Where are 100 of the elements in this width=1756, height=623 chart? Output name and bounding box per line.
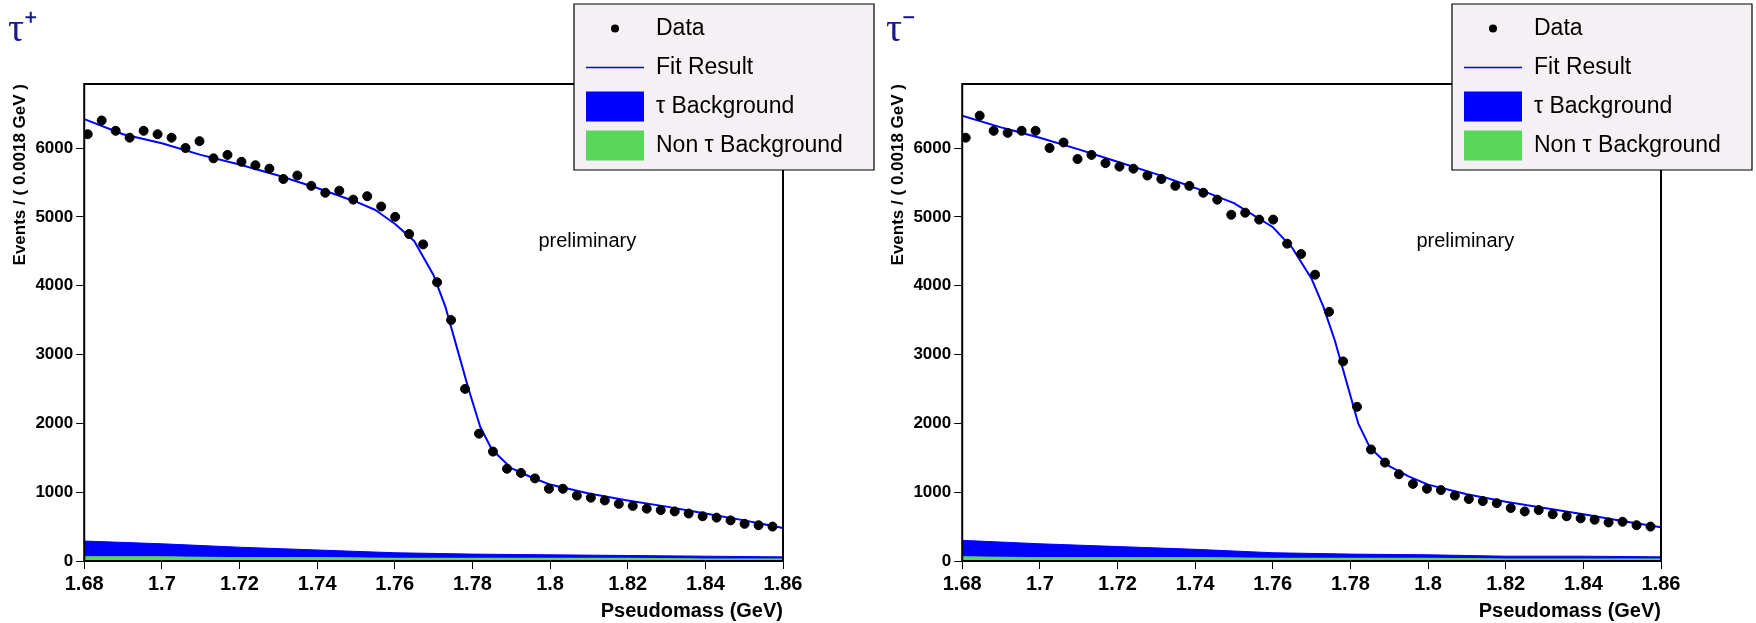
point [1338,356,1349,367]
point [1435,485,1446,496]
point [84,129,93,140]
point [278,173,289,184]
y-axis-title: Events / ( 0.0018 GeV ) [9,84,29,266]
point [1505,503,1516,513]
legend-label: τ Background [656,91,795,118]
point [571,490,582,501]
point [292,170,303,181]
point [404,229,415,240]
point [1226,209,1237,220]
point [1561,511,1572,522]
point [1282,238,1293,249]
x-tick-label: 1.76 [375,571,415,594]
y-tick-label: 4000 [35,275,74,295]
point [1268,214,1279,225]
y-tick-label: 0 [941,550,952,570]
point [739,518,750,529]
point [1519,506,1530,517]
point [1547,509,1558,520]
x-tick-label: 1.8 [1414,571,1442,594]
point [1603,517,1614,528]
point [432,277,443,288]
point [194,136,205,147]
point [1240,207,1251,218]
point [446,315,457,326]
point [1142,170,1153,181]
point [1072,154,1083,165]
point [306,180,317,191]
point [725,515,736,526]
y-tick-label: 1000 [35,481,74,501]
point [1002,127,1013,138]
point [1296,249,1307,260]
y-tick-label: 2000 [35,413,74,433]
point [711,512,722,523]
y-tick-label: 3000 [35,344,74,364]
legend-label: Fit Result [656,52,754,79]
point [1645,521,1656,532]
x-tick-label: 1.68 [64,571,104,594]
y-tick-label: 4000 [913,275,952,295]
point [1477,496,1488,507]
point [1421,483,1432,494]
point [1324,306,1335,317]
point [557,483,568,494]
point [1575,513,1586,524]
y-tick-label: 0 [63,550,74,570]
point [250,160,261,171]
point [180,143,191,154]
point [627,500,638,511]
point [543,483,554,494]
point [1352,401,1363,412]
point [208,153,219,164]
point [124,132,135,143]
legend-label: Non τ Background [656,130,843,157]
chart-title: τ⁻ [886,4,917,50]
point [1631,520,1642,531]
x-tick-label: 1.74 [297,571,338,594]
point [348,194,359,205]
point [1086,149,1097,160]
point [669,506,680,517]
point [418,239,429,250]
point [753,520,764,531]
legend-label: Fit Result [1534,52,1632,79]
y-tick-label: 6000 [913,137,952,157]
point [599,495,610,506]
annotation: preliminary [538,228,637,251]
point [474,428,485,439]
y-axis-title: Events / ( 0.0018 GeV ) [887,84,907,266]
point [376,201,387,212]
point [334,185,345,196]
point [1379,457,1390,468]
point [1100,158,1111,169]
x-tick-label: 1.78 [452,571,492,594]
point [1617,516,1628,527]
x-tick-label: 1.78 [1330,571,1370,594]
annotation: preliminary [1416,228,1515,251]
point [501,463,512,474]
point [1254,214,1265,225]
x-tick-label: 1.74 [1175,571,1216,594]
point [1366,444,1377,455]
point [320,187,331,198]
x-tick-label: 1.68 [942,571,982,594]
point [988,125,999,136]
y-tick-label: 3000 [913,344,952,364]
point [1030,125,1041,136]
x-tick-label: 1.84 [1563,571,1604,594]
point [962,132,971,143]
legend-label: Data [656,13,705,40]
x-tick-label: 1.7 [1025,571,1054,594]
point [1016,125,1027,136]
point [1114,161,1125,172]
point [1170,180,1181,191]
x-tick-label: 1.86 [763,571,803,594]
point [362,191,373,202]
x-tick-label: 1.82 [1486,571,1526,594]
point [655,505,666,516]
point [1393,469,1404,480]
point [613,498,624,509]
x-tick-label: 1.84 [685,571,726,594]
y-tick-label: 6000 [35,137,74,157]
